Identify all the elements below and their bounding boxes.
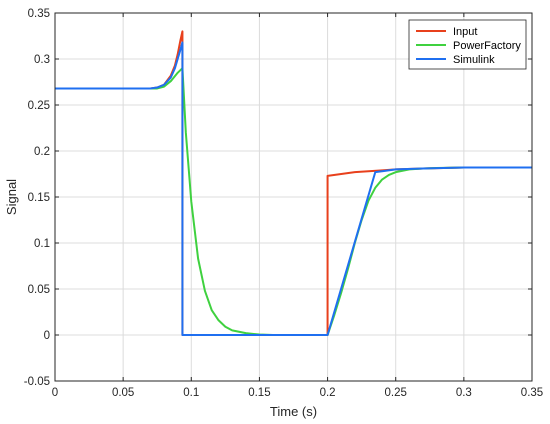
x-tick-label: 0.05 — [112, 387, 134, 399]
y-tick-label: 0.3 — [34, 54, 50, 66]
x-tick-label: 0.35 — [521, 387, 543, 399]
y-tick-label: -0.05 — [24, 376, 50, 388]
y-tick-labels: -0.05 0 0.05 0.1 0.15 0.2 0.25 0.3 0.35 — [24, 8, 50, 388]
y-axis-label: Signal — [4, 179, 19, 215]
x-tick-label: 0.1 — [183, 387, 199, 399]
legend-entry-powerfactory: PowerFactory — [416, 40, 521, 52]
x-tick-label: 0.3 — [456, 387, 472, 399]
x-axis-label: Time (s) — [270, 404, 317, 419]
series-layer — [55, 30, 532, 336]
legend-entry-simulink: Simulink — [416, 54, 495, 66]
y-tick-label: 0.05 — [28, 284, 50, 296]
legend-entry-input: Input — [416, 26, 477, 38]
legend: Input PowerFactory Simulink — [408, 19, 527, 70]
legend-label-powerfactory: PowerFactory — [453, 40, 521, 52]
y-tick-label: 0.15 — [28, 192, 50, 204]
y-tick-label: 0.2 — [34, 146, 50, 158]
x-tick-labels: 0 0.05 0.1 0.15 0.2 0.25 0.3 0.35 — [52, 387, 543, 399]
x-tick-label: 0.2 — [320, 387, 336, 399]
y-tick-label: 0 — [44, 330, 50, 342]
axis-ticks — [54, 12, 533, 382]
x-tick-label: 0.15 — [248, 387, 270, 399]
y-tick-label: 0.1 — [34, 238, 50, 250]
y-tick-label: 0.25 — [28, 100, 50, 112]
series-line-simulink — [55, 41, 532, 336]
legend-label-input: Input — [453, 26, 477, 38]
legend-label-simulink: Simulink — [453, 54, 495, 66]
x-tick-label: 0.25 — [385, 387, 407, 399]
y-tick-label: 0.35 — [28, 8, 50, 20]
x-tick-label: 0 — [52, 387, 58, 399]
